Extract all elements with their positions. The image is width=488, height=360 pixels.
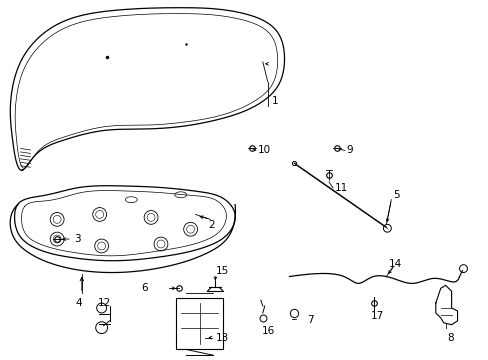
Text: 2: 2 [208,220,215,230]
Text: 10: 10 [257,145,270,156]
Text: 13: 13 [215,333,228,342]
Text: 4: 4 [76,298,82,308]
Bar [175,298,223,349]
Text: 1: 1 [271,96,278,106]
Text: 12: 12 [98,298,111,308]
Text: 16: 16 [261,326,274,336]
Text: 8: 8 [447,333,453,342]
Text: 14: 14 [387,259,401,269]
Text: 9: 9 [346,145,353,156]
Text: 3: 3 [74,234,81,244]
Text: 5: 5 [392,190,399,200]
Text: 6: 6 [141,283,147,293]
Text: 15: 15 [215,266,228,276]
Text: 7: 7 [306,315,313,325]
Text: 17: 17 [370,311,383,321]
Text: 11: 11 [334,183,347,193]
